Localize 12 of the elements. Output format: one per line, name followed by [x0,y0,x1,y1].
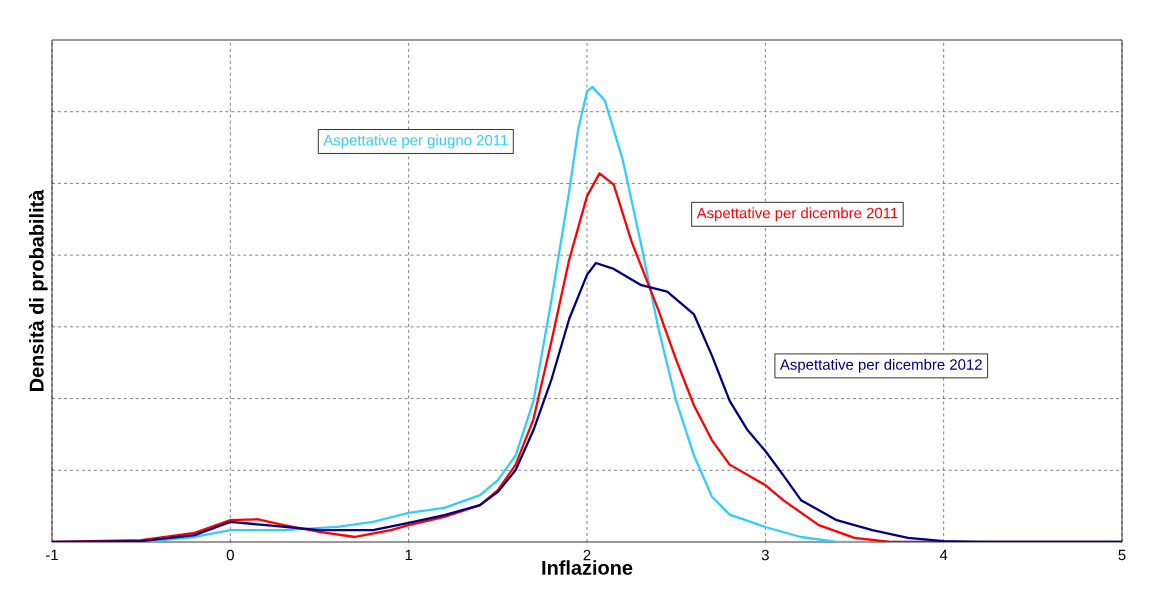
text: Aspettative per giugno 2011 [323,134,508,149]
x-tick-label: 2 [583,549,591,561]
x-tick-label: 0 [226,549,234,561]
y-axis-title: Densità di probabilità [28,189,48,391]
x-tick-label: 4 [939,549,948,561]
text: Aspettative per dicembre 2011 [696,207,898,222]
x-axis-title: Inflazione [542,560,633,575]
x-tick-label: -1 [46,549,58,561]
x-tick-label: 1 [405,549,413,561]
text: Aspettative per dicembre 2012 [779,358,982,373]
x-tick-label: 5 [1118,549,1126,561]
x-tick-label: 3 [761,549,769,561]
